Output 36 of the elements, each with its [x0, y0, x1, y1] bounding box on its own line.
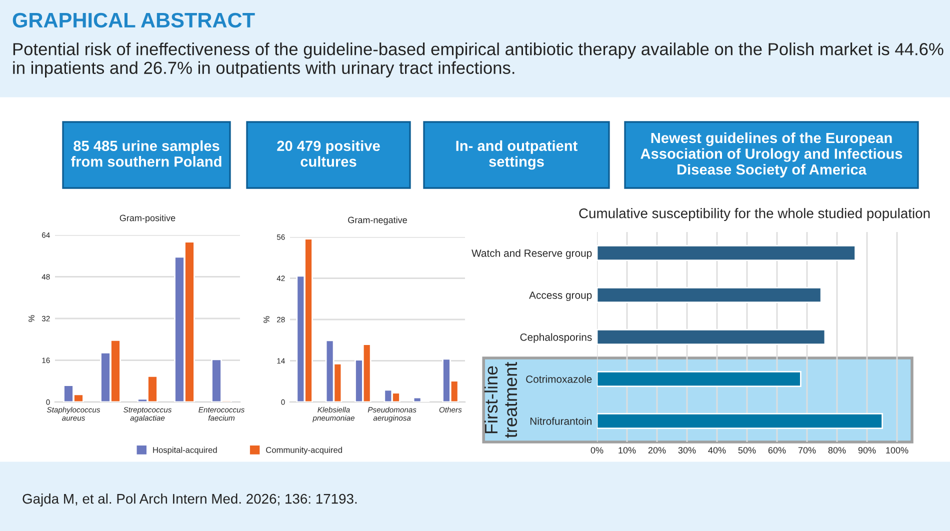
x-tick-label: 70%	[798, 447, 816, 454]
bar	[597, 286, 822, 304]
text: Potential risk of ineffectiveness of the guideline-based empirical antibiotic therapy available on the Polish market is 44.6% in inpatients and 26.7% in outpatients with urinary tract infections.	[13, 42, 944, 78]
y-tick-label: Watch and Reserve group	[472, 249, 592, 259]
text: In- and outpatient settings	[456, 140, 578, 170]
bar	[597, 244, 856, 262]
text: 20 479 positive cultures	[277, 140, 380, 167]
legend-label: Community-acquired	[266, 446, 342, 455]
text: Newest guidelines of the European Association of Urology and Infectious Disease Society of America	[640, 132, 902, 178]
chart-title: Cumulative susceptibility for the whole studied population	[579, 208, 930, 221]
y-axis-title: %	[264, 316, 270, 323]
chart-title: Gram-negative	[348, 216, 407, 225]
bar	[597, 328, 826, 346]
bar	[597, 370, 802, 388]
y-tick-label: Cotrimoxazole	[526, 375, 592, 383]
x-tick-label: 100%	[886, 447, 908, 454]
x-tick-label: 10%	[618, 447, 636, 454]
bar	[597, 412, 883, 430]
x-tick-label: 80%	[828, 447, 846, 454]
x-tick-label: 50%	[738, 447, 756, 454]
text: 85 485 urine samples from southern Poland	[71, 140, 222, 167]
band-label: First-line treatment	[484, 362, 518, 438]
x-tick-label: 20%	[648, 447, 666, 454]
y-tick-label: Access group	[529, 292, 592, 301]
y-axis-title: %	[28, 315, 34, 322]
text: Gajda M, et al. Pol Arch Intern Med. 2026; 136: 17193.	[22, 494, 357, 506]
y-tick-label: Cephalosporins	[520, 333, 592, 343]
y-tick-label: Nitrofurantoin	[530, 417, 592, 425]
x-tick-label: 60%	[768, 447, 786, 454]
chart-title: Gram-positive	[120, 214, 176, 223]
x-tick-label: 0%	[590, 447, 604, 454]
legend-label: Hospital-acquired	[153, 446, 217, 455]
x-tick-label: 40%	[708, 447, 726, 454]
x-tick-label: 30%	[678, 447, 696, 454]
x-tick-label: 90%	[858, 447, 876, 454]
text: GRAPHICAL ABSTRACT	[12, 12, 255, 28]
